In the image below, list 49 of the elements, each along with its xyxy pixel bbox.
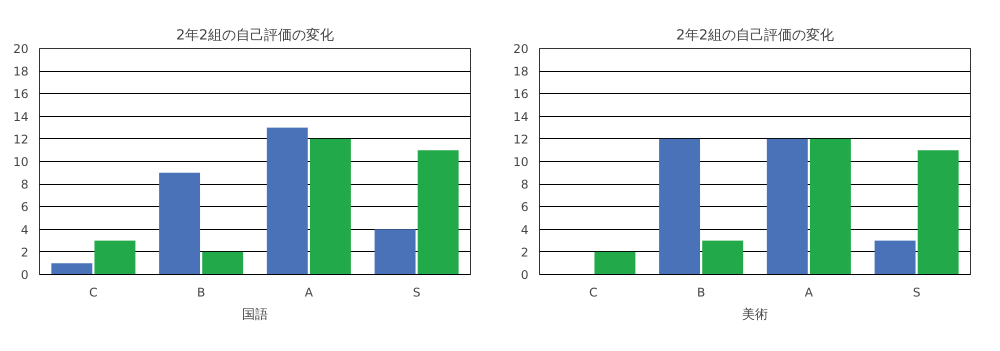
x-tick-label: S [912,286,920,300]
y-tick-label: 0 [20,268,29,282]
y-tick-label: 12 [13,132,29,146]
y-tick-label: 16 [513,87,529,102]
bar [202,252,244,274]
y-tick-label: 10 [13,155,29,169]
y-tick-label: 2 [20,245,29,260]
y-tick-label: 8 [20,178,29,192]
y-tick-label: 16 [13,87,29,102]
y-tick-label: 18 [13,64,29,79]
bar [266,128,308,274]
bar [766,138,808,274]
x-tick-label: B [197,286,206,300]
y-tick-label: 20 [513,42,529,56]
y-tick-label: 18 [513,64,529,79]
x-tick-label: B [697,286,706,300]
y-tick-label: 4 [20,222,29,237]
x-tick-label: A [304,286,314,300]
bar [310,138,351,274]
y-tick-label: 2 [520,245,529,260]
y-tick-label: 0 [520,268,529,282]
chart-title: 2年2組の自己評価の変化 [676,28,834,44]
y-tick-label: 4 [520,222,529,237]
y-tick-label: 14 [13,110,29,124]
x-tick-label: C [89,286,98,300]
y-tick-label: 20 [13,42,29,56]
bar [810,138,851,274]
y-tick-label: 8 [520,178,529,192]
bar [918,150,959,274]
bar [374,229,416,274]
x-axis-title: 国語 [242,308,268,322]
bar [874,240,916,274]
x-axis-title: 美術 [742,306,768,322]
bar [659,138,700,274]
bar [702,240,744,274]
bar [94,240,136,274]
chart-title: 2年2組の自己評価の変化 [176,28,334,44]
y-tick-label: 14 [513,110,529,124]
x-tick-label: C [589,286,598,300]
x-tick-label: A [804,286,814,300]
y-tick-label: 6 [520,200,529,214]
bar [51,263,92,274]
bar [594,252,636,274]
x-tick-label: S [412,286,420,300]
bar [159,172,200,274]
y-tick-label: 10 [513,155,529,169]
y-tick-label: 12 [513,132,529,146]
bar [418,150,459,274]
y-tick-label: 6 [20,200,29,214]
